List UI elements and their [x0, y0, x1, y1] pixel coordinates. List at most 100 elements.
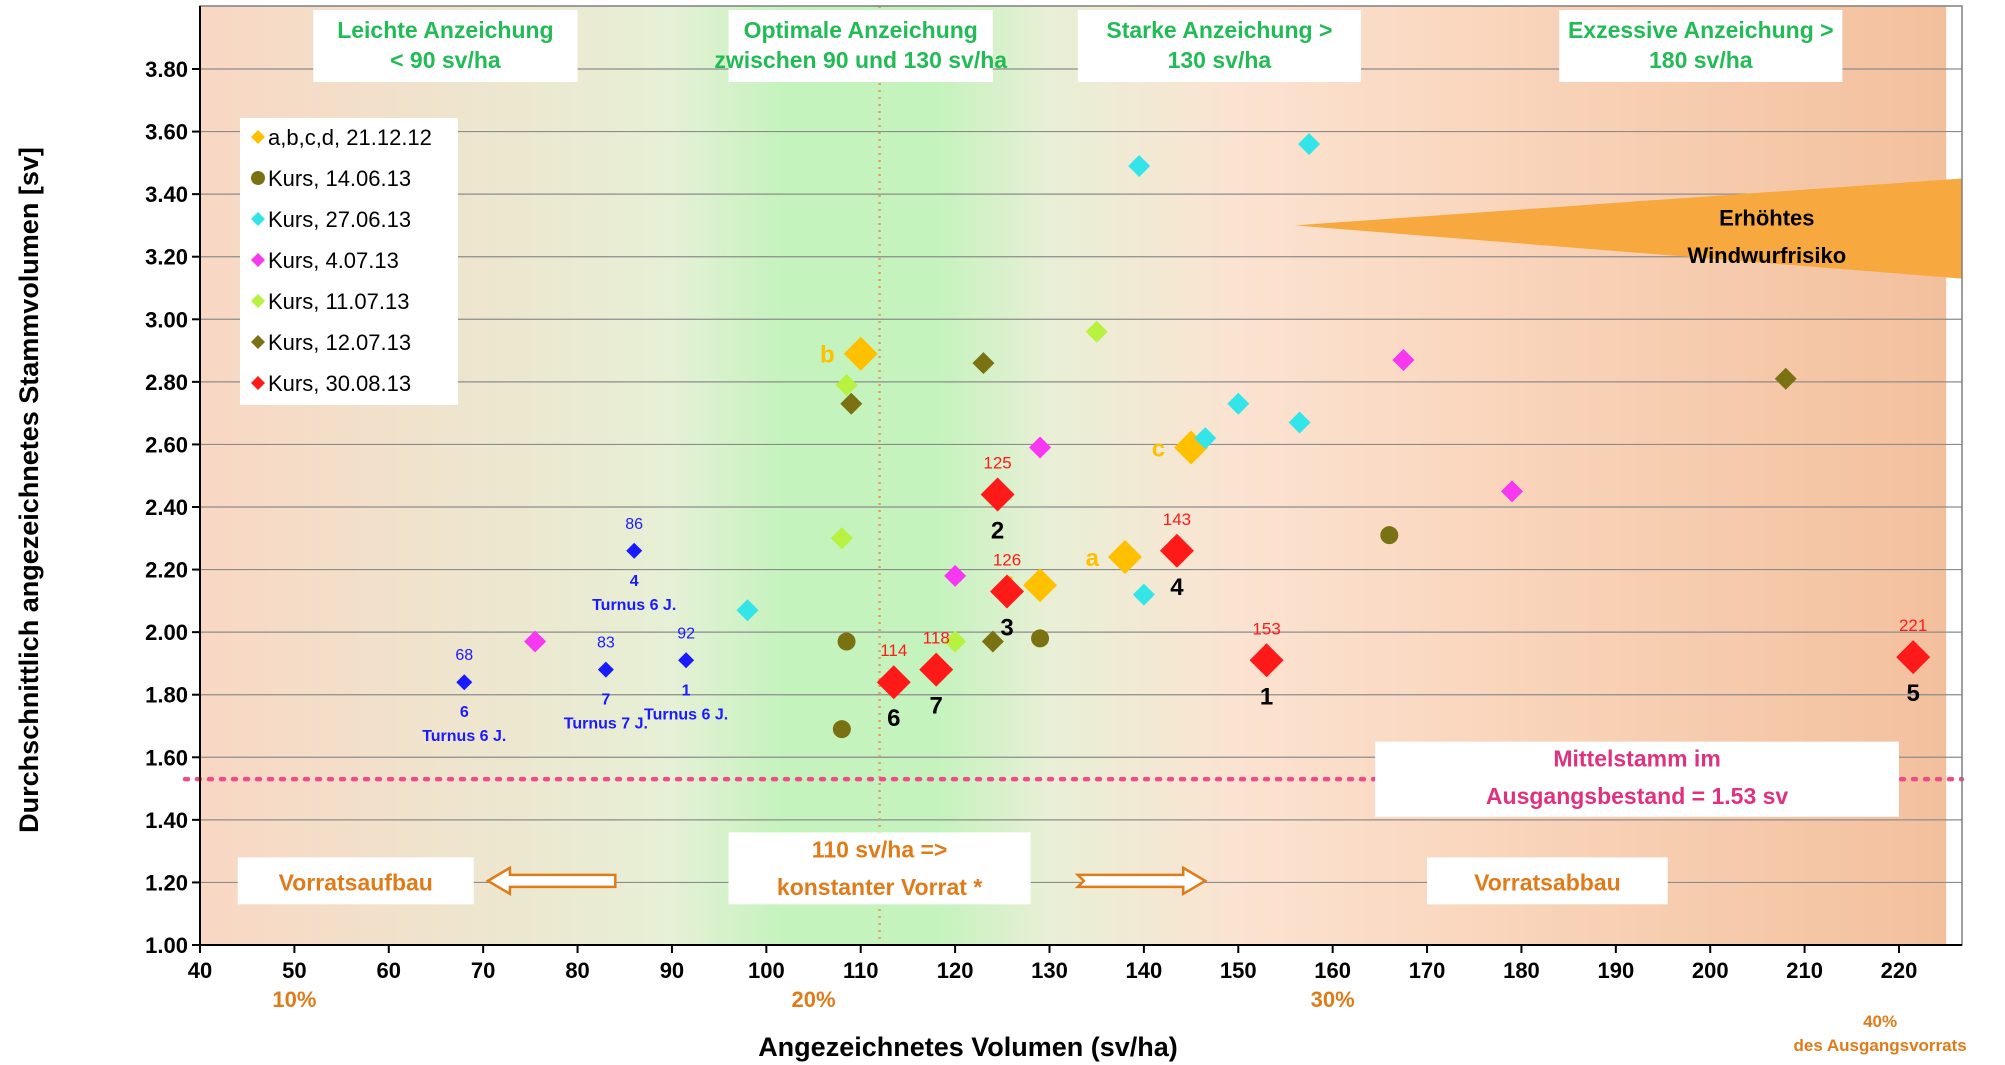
- x-tick-label: 200: [1692, 958, 1729, 983]
- point-id-label: 5: [1906, 680, 1919, 707]
- data-point: [456, 674, 473, 691]
- data-point: [835, 373, 858, 396]
- legend-marker: [251, 253, 265, 267]
- legend-label: Kurs, 11.07.13: [268, 289, 409, 314]
- legend-marker: [251, 130, 265, 144]
- data-point: [1896, 640, 1931, 675]
- percent-label: 40%: [1863, 1012, 1897, 1031]
- point-id-label: 1: [682, 682, 691, 699]
- x-tick-label: 60: [377, 958, 401, 983]
- windwurf-label-line2: Windwurfrisiko: [1688, 243, 1847, 268]
- percent-label-note: des Ausgangsvorrats: [1794, 1036, 1967, 1055]
- point-value-label: 126: [993, 550, 1021, 569]
- data-point: [736, 599, 759, 622]
- x-tick-label: 220: [1881, 958, 1918, 983]
- point-id-label: 4: [1170, 574, 1184, 601]
- data-point: [837, 632, 856, 651]
- mittelstamm-box: [1375, 741, 1899, 817]
- windwurf-label-line1: Erhöhtes: [1719, 205, 1814, 230]
- konstant-box: [728, 832, 1031, 905]
- data-point: [524, 630, 547, 653]
- point-turnus-label: Turnus 6 J.: [592, 597, 676, 614]
- x-tick-label: 140: [1126, 958, 1163, 983]
- point-turnus-label: Turnus 7 J.: [564, 716, 648, 733]
- point-id-label: 1: [1260, 683, 1273, 710]
- x-tick-label: 190: [1597, 958, 1634, 983]
- data-point: [1392, 348, 1415, 371]
- legend: a,b,c,d, 21.12.12 Kurs, 14.06.13 Kurs, 27.…: [240, 118, 458, 405]
- legend-marker: [251, 376, 265, 390]
- data-point: [944, 564, 967, 587]
- zone-band: [671, 6, 1050, 945]
- data-point: [1288, 411, 1311, 434]
- annotations: Erhöhtes Windwurfrisiko Mittelstamm im Ausg…: [237, 178, 1962, 905]
- point-value-label: 114: [880, 641, 907, 660]
- legend-label: Kurs, 12.07.13: [268, 330, 411, 355]
- x-tick-label: 210: [1786, 958, 1823, 983]
- x-tick-label: 120: [937, 958, 974, 983]
- data-point: [1108, 540, 1143, 575]
- legend-marker: [251, 294, 265, 308]
- data-point: [1298, 133, 1321, 156]
- zone-label-box: [1559, 10, 1843, 82]
- data-point: [1085, 320, 1108, 343]
- zone-label-line1: Starke Anzeichung >: [1106, 17, 1332, 43]
- mittelstamm-line1: Mittelstamm im: [1553, 746, 1720, 772]
- zone-label-box: [728, 10, 993, 82]
- data-point: [1194, 427, 1217, 450]
- point-turnus-label: Turnus 6 J.: [422, 728, 506, 745]
- legend-label: Kurs, 27.06.13: [268, 207, 411, 232]
- zone-label-line2: 180 sv/ha: [1649, 47, 1753, 73]
- x-tick-label: 70: [471, 958, 495, 983]
- point-value-label: 153: [1252, 619, 1280, 638]
- x-tick-label: 150: [1220, 958, 1257, 983]
- point-id-label: 6: [460, 704, 469, 721]
- legend-label: Kurs, 14.06.13: [268, 166, 411, 191]
- data-point: [678, 652, 695, 669]
- zone-label-line2: 130 sv/ha: [1168, 47, 1272, 73]
- x-tick-label: 90: [660, 958, 684, 983]
- arrow-right-icon: [1074, 865, 1208, 897]
- y-tick-label: 3.80: [145, 57, 188, 82]
- percent-label: 30%: [1311, 987, 1355, 1012]
- konstant-line2: konstanter Vorrat *: [777, 874, 982, 900]
- zone-label-line1: Exzessive Anzeichung >: [1568, 17, 1834, 43]
- data-point: [972, 352, 995, 375]
- point-value-label: 92: [677, 625, 695, 642]
- point-label: c: [1152, 436, 1165, 463]
- point-label: a: [1086, 545, 1100, 572]
- point-id-label: 4: [630, 573, 639, 590]
- point-value-label: 68: [455, 647, 473, 664]
- data-point: [980, 477, 1015, 512]
- data-point: [1774, 367, 1797, 390]
- y-tick-label: 1.00: [145, 933, 188, 958]
- x-tick-label: 110: [843, 958, 879, 983]
- legend-label: a,b,c,d, 21.12.12: [268, 125, 432, 150]
- percent-label: 10%: [272, 987, 316, 1012]
- point-turnus-label: Turnus 6 J.: [644, 706, 728, 723]
- data-point: [1249, 643, 1284, 678]
- zone-labels: Leichte Anzeichung < 90 sv/ha Optimale Anz…: [313, 10, 1843, 82]
- mittelstamm-line2: Ausgangsbestand = 1.53 sv: [1486, 783, 1789, 809]
- aufbau-box: [237, 857, 474, 905]
- legend-box: [240, 118, 458, 405]
- y-tick-label: 3.40: [145, 182, 188, 207]
- y-tick-label: 3.20: [145, 245, 188, 270]
- y-tick-label: 2.40: [145, 495, 188, 520]
- point-value-label: 83: [597, 635, 615, 652]
- data-point: [1501, 480, 1524, 503]
- point-id-label: 7: [601, 692, 610, 709]
- data-point: [876, 665, 911, 700]
- x-tick-label: 130: [1031, 958, 1068, 983]
- data-point: [1132, 583, 1155, 606]
- abbau-box: [1427, 857, 1668, 905]
- x-tick-label: 180: [1503, 958, 1540, 983]
- zone-label-box: [1077, 10, 1361, 82]
- zone-label-box: [313, 10, 578, 82]
- x-tick-label: 50: [282, 958, 306, 983]
- point-label: b: [820, 342, 835, 369]
- zone-label-line2: zwischen 90 und 130 sv/ha: [714, 47, 1007, 73]
- point-value-label: 125: [983, 453, 1011, 472]
- x-tick-label: 80: [565, 958, 589, 983]
